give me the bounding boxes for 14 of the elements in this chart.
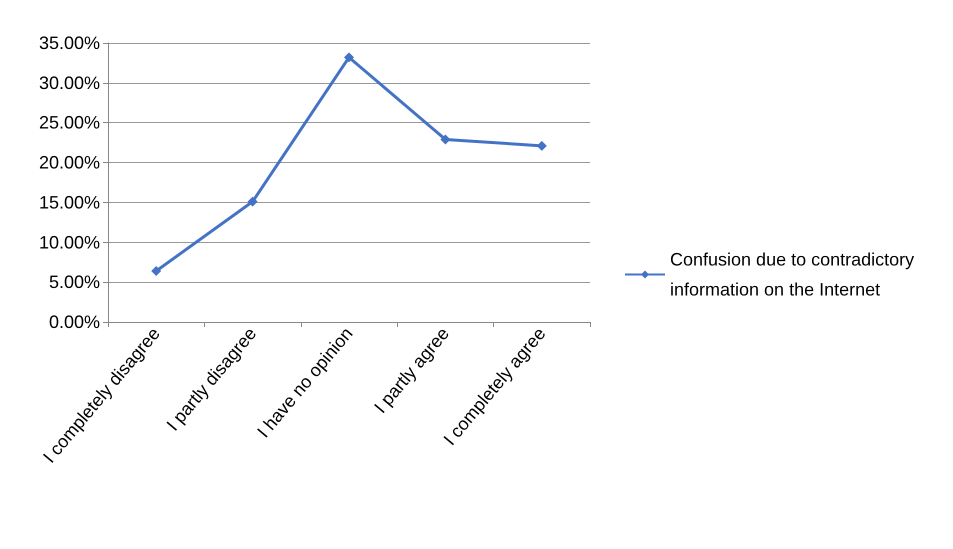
y-tick-label: 15.00% bbox=[38, 192, 100, 212]
y-tick-label: 5.00% bbox=[48, 272, 100, 292]
y-tick-label: 0.00% bbox=[48, 312, 100, 332]
point bbox=[536, 140, 547, 151]
point bbox=[440, 134, 450, 144]
point bbox=[248, 196, 258, 207]
y-tick-label: 35.00% bbox=[38, 33, 100, 53]
y-tick-label: 25.00% bbox=[38, 112, 100, 133]
legend-label: Confusion due to contradictory information on the Internet bbox=[670, 250, 920, 300]
y-tick-label: 10.00% bbox=[38, 232, 100, 252]
point bbox=[344, 52, 354, 62]
y-tick-label: 30.00% bbox=[38, 72, 100, 93]
y-tick-label: 20.00% bbox=[38, 152, 100, 173]
point bbox=[151, 266, 162, 276]
